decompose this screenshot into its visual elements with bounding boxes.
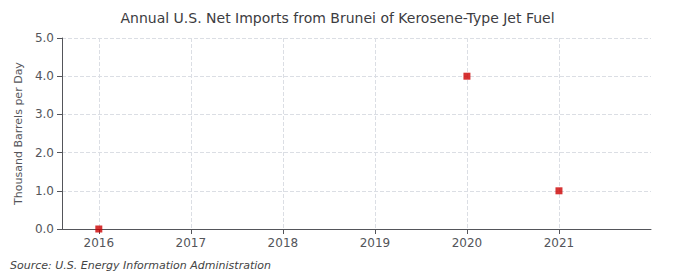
svg-text:2016: 2016 — [84, 236, 115, 250]
svg-text:3.0: 3.0 — [35, 107, 54, 121]
svg-text:2017: 2017 — [176, 236, 207, 250]
svg-text:0.0: 0.0 — [35, 222, 54, 236]
svg-text:5.0: 5.0 — [35, 31, 54, 45]
svg-text:Annual U.S. Net Imports from B: Annual U.S. Net Imports from Brunei of K… — [120, 10, 554, 26]
svg-text:2019: 2019 — [360, 236, 391, 250]
svg-text:4.0: 4.0 — [35, 69, 54, 83]
svg-text:2020: 2020 — [452, 236, 483, 250]
svg-text:2.0: 2.0 — [35, 146, 54, 160]
svg-text:Source: U.S. Energy Informatio: Source: U.S. Energy Information Administ… — [10, 259, 271, 272]
svg-text:Thousand Barrels per Day: Thousand Barrels per Day — [12, 62, 25, 206]
svg-text:1.0: 1.0 — [35, 184, 54, 198]
svg-text:2021: 2021 — [544, 236, 575, 250]
svg-text:2018: 2018 — [268, 236, 299, 250]
